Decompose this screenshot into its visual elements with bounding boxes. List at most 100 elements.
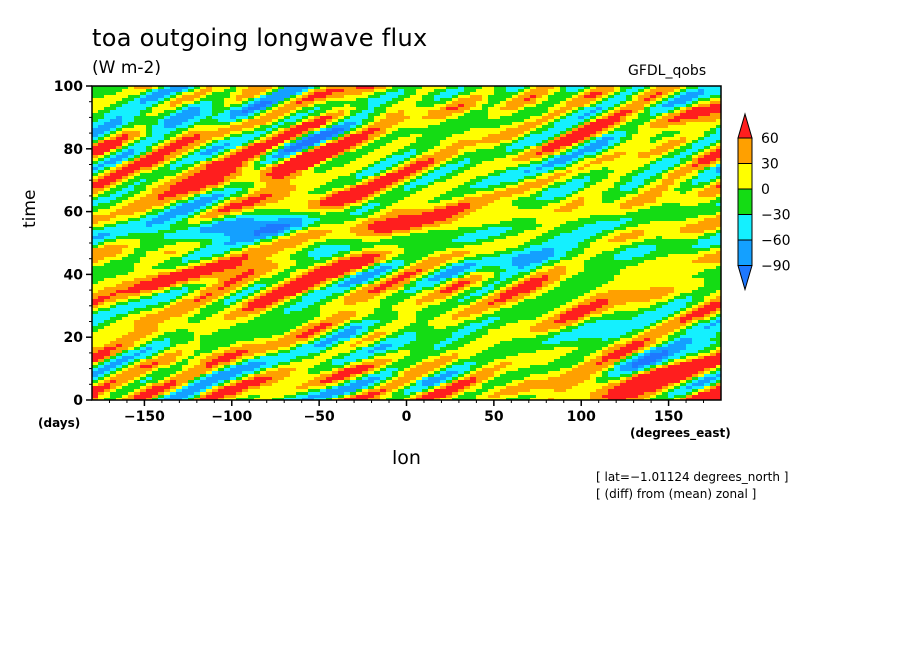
heatmap-cell: [176, 143, 183, 147]
heatmap-cell: [476, 95, 483, 99]
heatmap-cell: [626, 143, 633, 147]
heatmap-cell: [584, 224, 591, 228]
heatmap-cell: [284, 176, 291, 180]
heatmap-cell: [158, 143, 165, 147]
heatmap-cell: [626, 155, 633, 159]
heatmap-cell: [362, 179, 369, 183]
heatmap-cell: [182, 218, 189, 222]
heatmap-cell: [272, 188, 279, 192]
heatmap-cell: [206, 137, 213, 141]
heatmap-cell: [272, 176, 279, 180]
heatmap-cell: [146, 185, 153, 189]
heatmap-cell: [236, 98, 243, 102]
heatmap-cell: [350, 101, 357, 105]
heatmap-cell: [230, 182, 237, 186]
heatmap-cell: [296, 86, 303, 90]
heatmap-cell: [656, 95, 663, 99]
heatmap-cell: [260, 122, 267, 126]
heatmap-cell: [110, 101, 117, 105]
heatmap-cell: [416, 224, 423, 228]
heatmap-cell: [554, 164, 561, 168]
heatmap-cell: [416, 143, 423, 147]
heatmap-cell: [548, 176, 555, 180]
heatmap-cell: [524, 152, 531, 156]
heatmap-cell: [680, 149, 687, 153]
heatmap-cell: [152, 155, 159, 159]
heatmap-cell: [566, 110, 573, 114]
heatmap-cell: [692, 173, 699, 177]
heatmap-cell: [302, 107, 309, 111]
heatmap-cell: [164, 122, 171, 126]
heatmap-cell: [146, 98, 153, 102]
heatmap-cell: [560, 92, 567, 96]
heatmap-cell: [674, 116, 681, 120]
heatmap-cell: [194, 197, 201, 201]
heatmap-cell: [362, 212, 369, 216]
heatmap-cell: [152, 119, 159, 123]
heatmap-cell: [314, 104, 321, 108]
heatmap-cell: [422, 206, 429, 210]
heatmap-cell: [236, 164, 243, 168]
heatmap-cell: [692, 212, 699, 216]
heatmap-cell: [542, 113, 549, 117]
heatmap-cell: [158, 116, 165, 120]
heatmap-cell: [710, 86, 717, 90]
heatmap-cell: [686, 218, 693, 222]
heatmap-cell: [152, 185, 159, 189]
heatmap-cell: [518, 218, 525, 222]
heatmap-cell: [110, 134, 117, 138]
heatmap-cell: [374, 98, 381, 102]
heatmap-cell: [368, 86, 375, 90]
heatmap-cell: [164, 158, 171, 162]
heatmap-cell: [122, 116, 129, 120]
heatmap-cell: [710, 158, 717, 162]
heatmap-cell: [476, 158, 483, 162]
heatmap-cell: [272, 104, 279, 108]
heatmap-cell: [326, 107, 333, 111]
heatmap-cell: [626, 176, 633, 180]
heatmap-cell: [308, 155, 315, 159]
heatmap-cell: [248, 89, 255, 93]
heatmap-cell: [260, 149, 267, 153]
heatmap-cell: [566, 164, 573, 168]
heatmap-cell: [260, 113, 267, 117]
heatmap-cell: [680, 107, 687, 111]
heatmap-cell: [614, 185, 621, 189]
heatmap-cell: [440, 140, 447, 144]
heatmap-cell: [110, 146, 117, 150]
heatmap-cell: [668, 167, 675, 171]
heatmap-cell: [614, 86, 621, 90]
heatmap-cell: [698, 179, 705, 183]
heatmap-cell: [104, 179, 111, 183]
heatmap-cell: [302, 134, 309, 138]
heatmap-cell: [116, 173, 123, 177]
heatmap-cell: [392, 131, 399, 135]
heatmap-cell: [356, 98, 363, 102]
heatmap-cell: [122, 101, 129, 105]
heatmap-cell: [476, 161, 483, 165]
heatmap-cell: [716, 116, 722, 120]
heatmap-cell: [278, 98, 285, 102]
heatmap-cell: [488, 143, 495, 147]
heatmap-cell: [362, 200, 369, 204]
heatmap-cell: [512, 131, 519, 135]
heatmap-cell: [518, 95, 525, 99]
heatmap-cell: [290, 95, 297, 99]
heatmap-cell: [314, 98, 321, 102]
heatmap-cell: [482, 128, 489, 132]
heatmap-cell: [488, 179, 495, 183]
heatmap-cell: [320, 221, 327, 225]
heatmap-cell: [638, 197, 645, 201]
heatmap-cell: [176, 215, 183, 219]
heatmap-cell: [518, 179, 525, 183]
heatmap-cell: [500, 110, 507, 114]
heatmap-cell: [146, 179, 153, 183]
heatmap-cell: [170, 116, 177, 120]
heatmap-cell: [662, 200, 669, 204]
heatmap-cell: [584, 107, 591, 111]
heatmap-cell: [506, 113, 513, 117]
heatmap-cell: [506, 200, 513, 204]
heatmap-cell: [392, 212, 399, 216]
heatmap-cell: [680, 110, 687, 114]
heatmap-cell: [626, 182, 633, 186]
